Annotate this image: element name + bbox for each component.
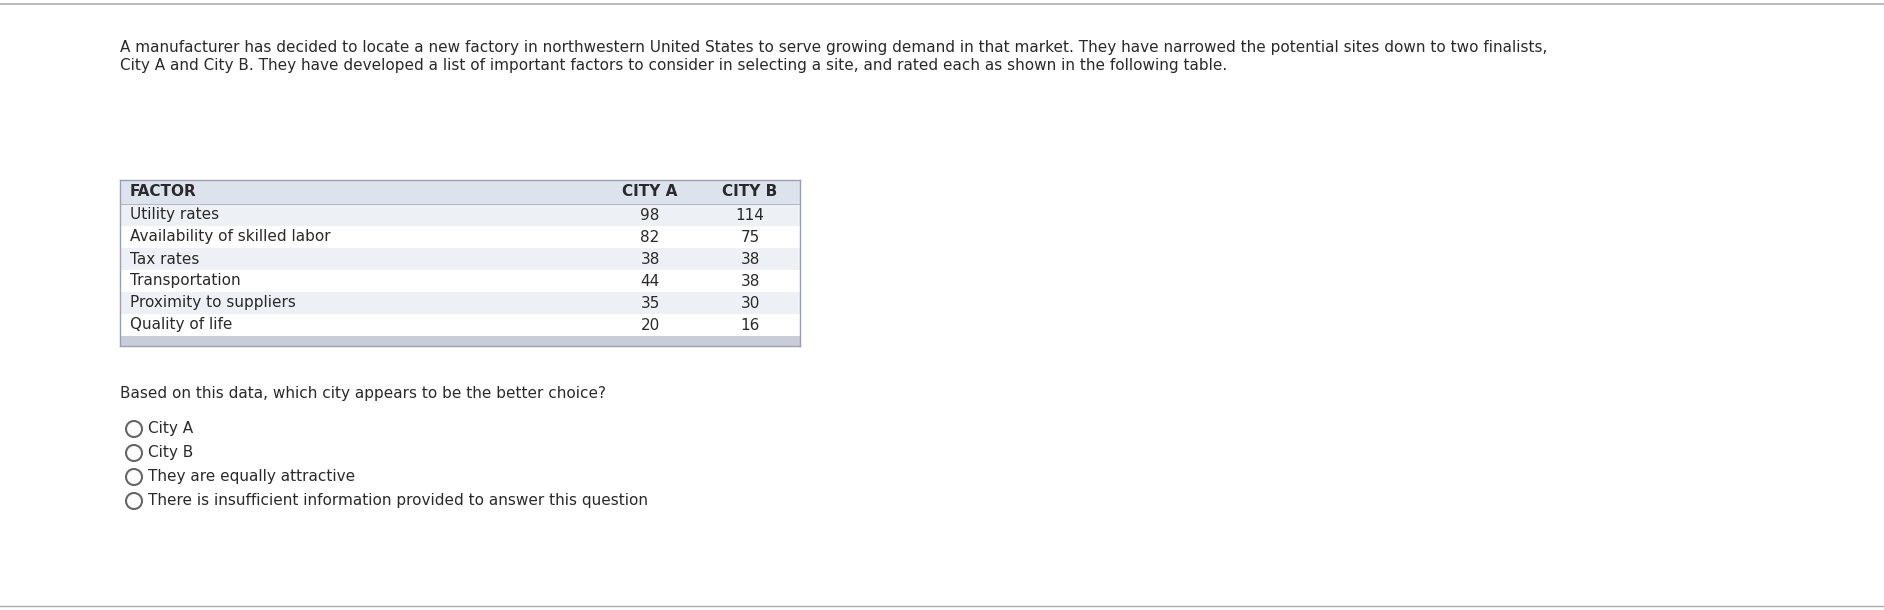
Text: A manufacturer has decided to locate a new factory in northwestern United States: A manufacturer has decided to locate a n… bbox=[121, 40, 1547, 55]
Text: Quality of life: Quality of life bbox=[130, 317, 232, 332]
Text: CITY A: CITY A bbox=[622, 184, 678, 199]
Text: 38: 38 bbox=[641, 251, 659, 267]
Text: Utility rates: Utility rates bbox=[130, 207, 219, 223]
FancyBboxPatch shape bbox=[121, 180, 801, 204]
Text: 20: 20 bbox=[641, 317, 659, 332]
Text: Transportation: Transportation bbox=[130, 273, 241, 289]
Text: 35: 35 bbox=[641, 295, 659, 310]
Text: CITY B: CITY B bbox=[722, 184, 778, 199]
Text: 16: 16 bbox=[740, 317, 759, 332]
FancyBboxPatch shape bbox=[121, 314, 801, 336]
Text: FACTOR: FACTOR bbox=[130, 184, 196, 199]
Text: 114: 114 bbox=[735, 207, 765, 223]
Text: City A: City A bbox=[149, 422, 194, 437]
FancyBboxPatch shape bbox=[121, 292, 801, 314]
Text: Proximity to suppliers: Proximity to suppliers bbox=[130, 295, 296, 310]
FancyBboxPatch shape bbox=[121, 336, 801, 346]
Text: They are equally attractive: They are equally attractive bbox=[149, 470, 354, 484]
Text: 30: 30 bbox=[740, 295, 759, 310]
FancyBboxPatch shape bbox=[121, 226, 801, 248]
Text: Tax rates: Tax rates bbox=[130, 251, 200, 267]
Text: City A and City B. They have developed a list of important factors to consider i: City A and City B. They have developed a… bbox=[121, 58, 1226, 73]
Text: 38: 38 bbox=[740, 273, 759, 289]
Text: 98: 98 bbox=[641, 207, 659, 223]
Text: 75: 75 bbox=[740, 229, 759, 245]
Text: 38: 38 bbox=[740, 251, 759, 267]
Text: City B: City B bbox=[149, 445, 194, 461]
Text: 44: 44 bbox=[641, 273, 659, 289]
Text: There is insufficient information provided to answer this question: There is insufficient information provid… bbox=[149, 493, 648, 509]
FancyBboxPatch shape bbox=[121, 204, 801, 226]
Text: 82: 82 bbox=[641, 229, 659, 245]
Text: Availability of skilled labor: Availability of skilled labor bbox=[130, 229, 330, 245]
FancyBboxPatch shape bbox=[121, 270, 801, 292]
Text: Based on this data, which city appears to be the better choice?: Based on this data, which city appears t… bbox=[121, 386, 607, 401]
FancyBboxPatch shape bbox=[121, 248, 801, 270]
